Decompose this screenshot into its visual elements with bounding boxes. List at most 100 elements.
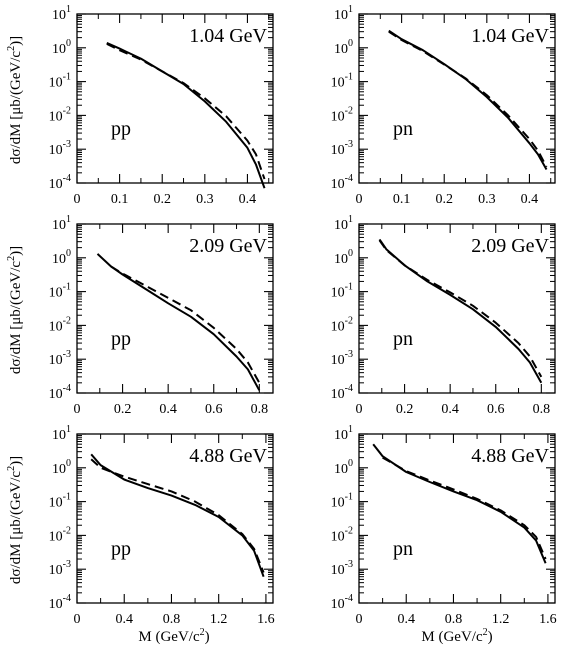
y-tick-label: 101 <box>334 214 353 233</box>
reaction-label: pp <box>111 328 131 350</box>
y-tick-label: 100 <box>52 38 71 57</box>
reaction-label: pn <box>393 538 413 560</box>
y-tick-label: 10-2 <box>331 315 353 334</box>
energy-label: 2.09 GeV <box>189 235 267 257</box>
x-tick-label: 0.8 <box>533 402 551 417</box>
y-tick-label: 101 <box>52 4 71 23</box>
x-tick-label: 0 <box>356 192 363 207</box>
solid-curve <box>96 253 261 391</box>
y-tick-label: 100 <box>334 248 353 267</box>
y-tick-label: 10-3 <box>331 139 353 158</box>
dashed-curve <box>110 265 261 384</box>
x-tick-label: 0.1 <box>111 192 129 207</box>
x-tick-label: 0.2 <box>153 192 171 207</box>
panel-pn-209: 10-4 10-3 10-2 10-1 100 101 0 0.2 0.4 0.6 0.8 2.09 … <box>331 214 556 417</box>
y-tick-label: 10-1 <box>49 72 71 91</box>
x-tick-label: 0.2 <box>114 402 132 417</box>
dashed-curve <box>382 456 547 560</box>
energy-label: 1.04 GeV <box>189 25 267 47</box>
y-axis-title-row-2: dσ/dM [μb/(GeV/c2)] <box>6 246 24 374</box>
x-tick-label: 0.1 <box>393 192 411 207</box>
y-tick-label: 10-4 <box>49 173 71 192</box>
x-tick-label: 0.4 <box>521 192 539 207</box>
dashed-curve <box>90 458 265 573</box>
y-tick-label: 101 <box>52 214 71 233</box>
y-tick-label: 10-3 <box>331 559 353 578</box>
y-tick-label: 10-1 <box>331 492 353 511</box>
panel-pp-488: 10-4 10-3 10-2 10-1 100 101 0 0.4 0.8 1.2 1.6 4.88 … <box>49 424 275 627</box>
dashed-curve <box>106 43 266 180</box>
x-tick-label: 0.4 <box>239 192 257 207</box>
y-tick-label: 10-1 <box>331 282 353 301</box>
energy-label: 2.09 GeV <box>471 235 549 257</box>
y-tick-label: 10-1 <box>49 282 71 301</box>
x-tick-label: 1.2 <box>492 612 510 627</box>
y-tick-label: 10-2 <box>331 105 353 124</box>
y-tick-label: 100 <box>334 458 353 477</box>
plot-frame <box>76 13 274 184</box>
x-tick-label: 0.8 <box>251 402 269 417</box>
panel-pn-104: 10-4 10-3 10-2 10-1 100 101 0 0.1 0.2 0.3 0.4 1.04 … <box>331 4 556 207</box>
y-tick-label: 10-4 <box>331 593 353 612</box>
reaction-label: pn <box>393 118 413 140</box>
y-tick-label: 10-2 <box>49 525 71 544</box>
x-tick-label: 0.6 <box>205 402 223 417</box>
y-axis-title-row-3: dσ/dM [μb/(GeV/c2)] <box>6 456 24 584</box>
y-tick-label: 100 <box>52 248 71 267</box>
x-tick-label: 0.4 <box>115 612 133 627</box>
panel-pp-104: 10-4 10-3 10-2 10-1 100 101 0 0.1 0.2 0.3 0.4 1.04 … <box>49 4 274 207</box>
solid-curve <box>372 443 547 564</box>
x-tick-label: 0.3 <box>478 192 496 207</box>
x-tick-label: 0.4 <box>397 612 415 627</box>
y-tick-label: 10-3 <box>49 139 71 158</box>
y-tick-label: 10-4 <box>331 173 353 192</box>
y-tick-label: 101 <box>334 4 353 23</box>
plot-frame <box>76 433 274 604</box>
y-tick-label: 10-2 <box>331 525 353 544</box>
x-tick-label: 0.8 <box>445 612 463 627</box>
x-tick-label: 0 <box>356 612 363 627</box>
energy-label: 1.04 GeV <box>471 25 549 47</box>
x-tick-label: 0.3 <box>196 192 214 207</box>
plot-frame <box>358 13 556 184</box>
x-tick-label: 1.6 <box>539 612 557 627</box>
y-tick-label: 100 <box>334 38 353 57</box>
solid-curve <box>106 41 266 189</box>
x-tick-label: 0.8 <box>163 612 181 627</box>
x-tick-label: 0.4 <box>441 402 459 417</box>
y-axis-title-row-1: dσ/dM [μb/(GeV/c2)] <box>6 36 24 164</box>
y-tick-label: 10-4 <box>331 383 353 402</box>
dashed-curve <box>388 30 548 168</box>
energy-label: 4.88 GeV <box>189 445 267 467</box>
x-tick-label: 0.2 <box>435 192 453 207</box>
panel-pn-488: 10-4 10-3 10-2 10-1 100 101 0 0.4 0.8 1.2 1.6 4.88 … <box>331 424 557 627</box>
x-tick-label: 0 <box>74 612 81 627</box>
plot-frame <box>358 223 556 394</box>
y-tick-label: 10-4 <box>49 383 71 402</box>
solid-curve <box>90 453 265 578</box>
x-tick-label: 1.2 <box>210 612 228 627</box>
y-tick-label: 10-1 <box>331 72 353 91</box>
y-tick-label: 10-3 <box>49 559 71 578</box>
x-tick-label: 0 <box>74 402 81 417</box>
y-tick-label: 10-2 <box>49 315 71 334</box>
x-tick-label: 0.2 <box>396 402 414 417</box>
solid-curve <box>388 29 548 170</box>
panel-pp-209: 10-4 10-3 10-2 10-1 100 101 0 0.2 0.4 0.6 0.8 2.09 … <box>49 214 274 417</box>
plot-frame <box>358 433 556 604</box>
plot-frame <box>76 223 274 394</box>
y-tick-label: 10-4 <box>49 593 71 612</box>
x-tick-label: 1.6 <box>257 612 275 627</box>
x-tick-label: 0 <box>74 192 81 207</box>
x-tick-label: 0.4 <box>159 402 177 417</box>
solid-curve <box>378 238 543 384</box>
x-tick-label: 0 <box>356 402 363 417</box>
reaction-label: pn <box>393 328 413 350</box>
x-tick-label: 0.6 <box>487 402 505 417</box>
energy-label: 4.88 GeV <box>471 445 549 467</box>
y-tick-label: 101 <box>52 424 71 443</box>
x-axis-title-right: M (GeV/c2) <box>421 627 492 645</box>
y-tick-label: 101 <box>334 424 353 443</box>
